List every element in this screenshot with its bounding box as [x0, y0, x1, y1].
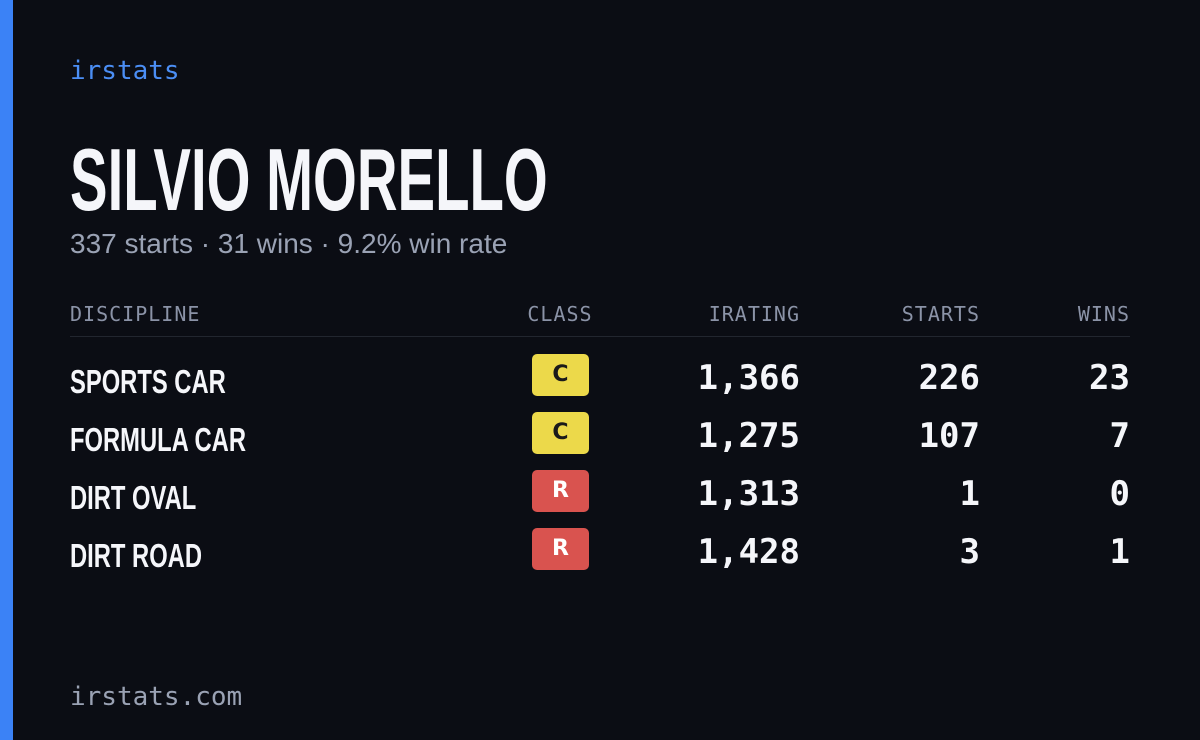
wins: 0	[1109, 474, 1130, 514]
irating: 1,313	[697, 474, 800, 514]
header-irating: IRATING	[708, 302, 800, 326]
wins: 7	[1109, 416, 1130, 456]
footer: irstats.com	[70, 682, 243, 712]
brand: irstats	[70, 56, 180, 86]
class-badge: C	[532, 412, 589, 454]
irating: 1,428	[697, 532, 800, 572]
class-badge: R	[532, 528, 589, 570]
discipline: DIRT ROAD	[70, 537, 202, 574]
starts: 107	[918, 416, 980, 456]
wins: 1	[1109, 532, 1130, 572]
accent-bar	[0, 0, 13, 740]
header-wins: WINS	[1077, 302, 1130, 326]
class-badge: R	[532, 470, 589, 512]
starts: 226	[918, 358, 980, 398]
summary: 337 starts · 31 wins · 9.2% win rate	[70, 228, 508, 259]
discipline: SPORTS CAR	[70, 363, 226, 400]
wins: 23	[1089, 358, 1130, 398]
driver-name: SILVIO MORELLO	[70, 130, 548, 229]
header-class: CLASS	[527, 302, 593, 326]
irating: 1,366	[697, 358, 800, 398]
irating: 1,275	[697, 416, 800, 456]
discipline: FORMULA CAR	[70, 421, 246, 458]
header-rule	[70, 336, 1130, 337]
discipline: DIRT OVAL	[70, 479, 197, 516]
starts: 1	[959, 474, 980, 514]
starts: 3	[959, 532, 980, 572]
class-badge: C	[532, 354, 589, 396]
header-discipline: DISCIPLINE	[70, 302, 201, 326]
header-starts: STARTS	[901, 302, 980, 326]
